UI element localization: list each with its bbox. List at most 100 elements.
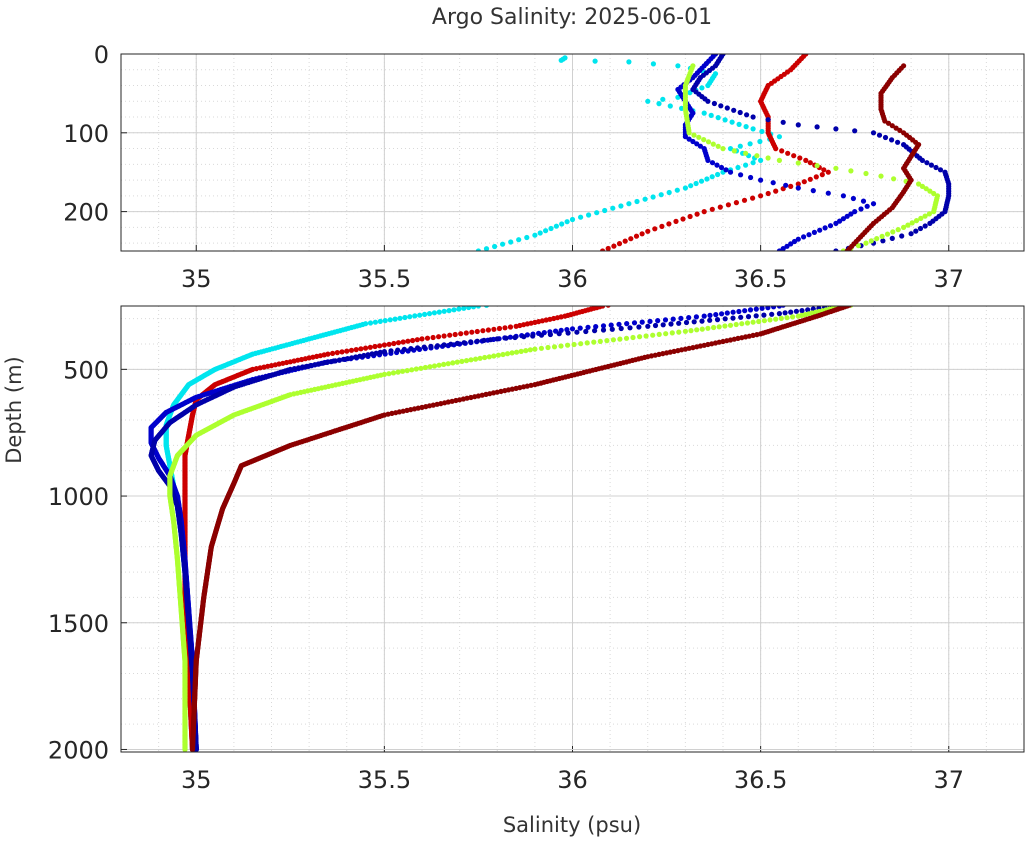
- series-5: [682, 63, 941, 251]
- data-point: [642, 196, 648, 202]
- data-point: [650, 194, 656, 200]
- data-point: [805, 307, 811, 313]
- data-point: [797, 155, 803, 161]
- data-point: [878, 173, 884, 179]
- data-point: [918, 215, 924, 221]
- data-point: [890, 229, 896, 235]
- data-point: [434, 343, 441, 349]
- data-point: [458, 331, 464, 337]
- data-point: [532, 232, 538, 238]
- data-point: [481, 337, 487, 343]
- data-point: [600, 248, 606, 251]
- data-point: [445, 361, 451, 367]
- data-point: [436, 309, 442, 315]
- data-point: [807, 160, 813, 166]
- data-point: [660, 96, 666, 102]
- data-point: [727, 146, 734, 152]
- data-point: [711, 324, 717, 331]
- data-point: [626, 201, 632, 207]
- data-point: [382, 318, 388, 324]
- data-point: [795, 160, 801, 166]
- data-point: [468, 357, 474, 363]
- data-point: [662, 317, 669, 323]
- data-point: [843, 250, 846, 251]
- data-point: [475, 248, 481, 251]
- data-point: [551, 344, 558, 350]
- data-point: [639, 319, 645, 325]
- data-point: [332, 358, 338, 364]
- data-point: [852, 209, 858, 215]
- data-point: [532, 346, 538, 352]
- data-point: [558, 343, 564, 349]
- data-point: [474, 338, 480, 344]
- data-point: [717, 204, 723, 210]
- data-point: [891, 176, 897, 182]
- x-tick-label: 36: [557, 265, 588, 293]
- data-point: [569, 216, 576, 223]
- data-point: [428, 343, 434, 349]
- data-point: [392, 316, 398, 322]
- data-point: [592, 328, 598, 334]
- data-point: [291, 366, 297, 372]
- data-point: [688, 183, 694, 189]
- data-point: [686, 315, 692, 321]
- data-point: [736, 308, 742, 315]
- lower-depth-panel: 35 35.5 36 36.5 37 500 1000 1500 2000: [48, 305, 1025, 794]
- data-point: [353, 354, 359, 360]
- data-point: [852, 128, 858, 134]
- data-point: [725, 202, 732, 208]
- data-point: [400, 368, 406, 374]
- data-point: [659, 223, 665, 229]
- data-point: [795, 185, 801, 191]
- data-point: [524, 234, 530, 241]
- data-point: [381, 349, 387, 355]
- x-tick-label: 35: [181, 766, 212, 794]
- data-point: [731, 148, 737, 154]
- data-point: [705, 139, 712, 145]
- data-point: [733, 321, 739, 328]
- data-point: [772, 250, 775, 251]
- data-point: [743, 162, 749, 168]
- data-point: [922, 223, 928, 229]
- data-point: [744, 320, 751, 326]
- data-point: [454, 340, 460, 346]
- data-point: [441, 361, 447, 367]
- data-point: [547, 331, 554, 338]
- data-point: [475, 306, 481, 309]
- data-point: [463, 358, 470, 364]
- data-point: [340, 356, 347, 362]
- x-tick-label: 37: [933, 766, 964, 794]
- data-point: [386, 371, 392, 377]
- data-point: [488, 337, 494, 343]
- data-point: [908, 231, 914, 237]
- data-point: [668, 321, 674, 327]
- data-point: [687, 213, 693, 220]
- data-point: [785, 150, 791, 156]
- data-point: [697, 143, 704, 149]
- data-point: [518, 348, 524, 354]
- data-point: [473, 356, 479, 362]
- data-point: [496, 325, 503, 332]
- data-point: [889, 235, 895, 241]
- y-tick-label: 1000: [48, 483, 109, 511]
- series-4: [690, 54, 952, 251]
- data-point: [358, 346, 364, 352]
- data-point: [747, 307, 754, 313]
- data-point: [705, 325, 711, 331]
- data-point: [899, 233, 905, 239]
- data-point: [436, 362, 442, 368]
- data-point: [803, 157, 809, 163]
- data-point: [885, 120, 892, 126]
- data-point: [349, 355, 355, 361]
- data-point: [361, 352, 367, 359]
- data-point: [724, 105, 730, 111]
- data-point: [676, 329, 682, 335]
- data-point: [707, 312, 713, 318]
- data-point: [622, 238, 628, 244]
- data-point: [624, 321, 630, 327]
- data-point: [441, 342, 447, 348]
- data-point: [735, 164, 741, 171]
- data-point: [656, 101, 662, 107]
- data-point: [731, 107, 737, 113]
- data-point: [474, 328, 480, 335]
